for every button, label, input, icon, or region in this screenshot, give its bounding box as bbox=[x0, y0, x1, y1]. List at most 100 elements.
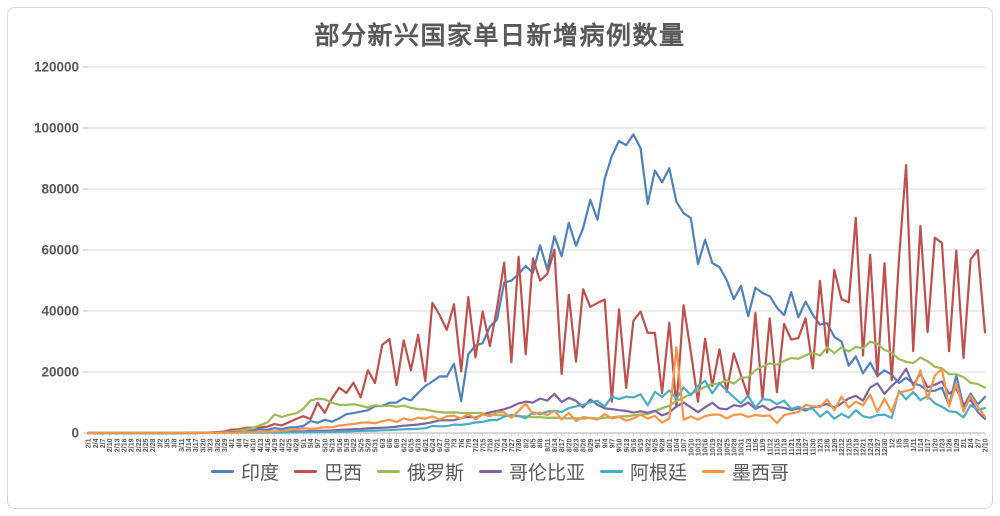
svg-text:12/30: 12/30 bbox=[882, 438, 889, 456]
legend-swatch-mexico bbox=[702, 469, 726, 474]
svg-text:12/9: 12/9 bbox=[832, 438, 839, 452]
svg-text:10/7: 10/7 bbox=[681, 438, 688, 452]
svg-text:9/13: 9/13 bbox=[624, 438, 631, 452]
svg-text:7/18: 7/18 bbox=[487, 438, 494, 452]
svg-text:10/10: 10/10 bbox=[688, 438, 695, 456]
svg-text:5/1: 5/1 bbox=[301, 438, 308, 448]
series-colombia bbox=[86, 367, 987, 435]
svg-text:2/4: 2/4 bbox=[93, 438, 100, 448]
svg-text:40000: 40000 bbox=[41, 304, 79, 319]
svg-text:80000: 80000 bbox=[41, 182, 79, 197]
svg-text:8/2: 8/2 bbox=[523, 438, 530, 448]
svg-text:8/29: 8/29 bbox=[588, 438, 595, 452]
svg-text:1/26: 1/26 bbox=[947, 438, 954, 452]
svg-text:7/24: 7/24 bbox=[502, 438, 509, 452]
svg-text:12/24: 12/24 bbox=[868, 438, 875, 456]
svg-text:8/14: 8/14 bbox=[552, 438, 559, 452]
svg-text:7/15: 7/15 bbox=[480, 438, 487, 452]
legend-label-russia: 俄罗斯 bbox=[406, 462, 464, 484]
svg-text:9/25: 9/25 bbox=[653, 438, 660, 452]
svg-text:5/31: 5/31 bbox=[373, 438, 380, 452]
svg-text:3/23: 3/23 bbox=[208, 438, 215, 452]
svg-text:2/10: 2/10 bbox=[983, 438, 990, 452]
series-mexico bbox=[86, 346, 987, 435]
svg-text:8/26: 8/26 bbox=[581, 438, 588, 452]
legend-swatch-argentina bbox=[600, 469, 624, 474]
legend-label-mexico: 墨西哥 bbox=[732, 462, 790, 484]
legend-label-brazil: 巴西 bbox=[323, 462, 362, 484]
gridlines bbox=[83, 66, 985, 434]
legend-label-colombia: 哥伦比亚 bbox=[509, 462, 586, 484]
svg-text:10/25: 10/25 bbox=[724, 438, 731, 456]
svg-text:5/7: 5/7 bbox=[315, 438, 322, 448]
svg-text:2/28: 2/28 bbox=[150, 438, 157, 452]
svg-text:0: 0 bbox=[71, 426, 79, 441]
svg-text:10/13: 10/13 bbox=[696, 438, 703, 456]
svg-text:5/28: 5/28 bbox=[365, 438, 372, 452]
svg-text:9/1: 9/1 bbox=[595, 438, 602, 448]
svg-text:1/2: 1/2 bbox=[889, 438, 896, 448]
svg-text:1/17: 1/17 bbox=[925, 438, 932, 452]
svg-text:12/3: 12/3 bbox=[818, 438, 825, 452]
svg-text:12/12: 12/12 bbox=[839, 438, 846, 456]
svg-text:6/12: 6/12 bbox=[401, 438, 408, 452]
series-russia bbox=[86, 340, 987, 435]
svg-text:11/6: 11/6 bbox=[753, 438, 760, 451]
x-axis-labels: 2/1 2/4 2/7 2/10 2/13 2/16 2/19 2/22 2/25 2/28 3/2… bbox=[86, 438, 990, 456]
svg-text:9/22: 9/22 bbox=[645, 438, 652, 452]
legend-item-mexico: 墨西哥 bbox=[702, 458, 789, 485]
legend-item-india: 印度 bbox=[210, 458, 279, 485]
svg-text:2/13: 2/13 bbox=[114, 438, 121, 452]
series-brazil bbox=[86, 164, 987, 435]
legend-item-russia: 俄罗斯 bbox=[376, 458, 464, 485]
svg-text:6/9: 6/9 bbox=[394, 438, 401, 448]
svg-text:7/9: 7/9 bbox=[466, 438, 473, 448]
svg-text:12/6: 12/6 bbox=[825, 438, 832, 452]
svg-text:7/27: 7/27 bbox=[509, 438, 516, 452]
svg-text:7/30: 7/30 bbox=[516, 438, 523, 452]
svg-text:2/1: 2/1 bbox=[86, 438, 93, 448]
svg-text:1/23: 1/23 bbox=[940, 438, 947, 452]
svg-text:60000: 60000 bbox=[41, 243, 79, 258]
svg-text:10/16: 10/16 bbox=[703, 438, 710, 456]
svg-text:6/21: 6/21 bbox=[423, 438, 430, 452]
svg-text:3/29: 3/29 bbox=[222, 438, 229, 452]
chart-title: 部分新兴国家单日新增病例数量 bbox=[314, 21, 686, 50]
svg-text:5/4: 5/4 bbox=[308, 438, 315, 448]
svg-text:9/16: 9/16 bbox=[631, 438, 638, 452]
svg-text:11/21: 11/21 bbox=[789, 438, 796, 455]
svg-text:5/25: 5/25 bbox=[358, 438, 365, 452]
svg-text:3/17: 3/17 bbox=[193, 438, 200, 452]
svg-text:11/9: 11/9 bbox=[760, 438, 767, 451]
svg-text:2/7: 2/7 bbox=[100, 438, 107, 448]
svg-text:9/28: 9/28 bbox=[660, 438, 667, 452]
svg-text:5/19: 5/19 bbox=[344, 438, 351, 452]
legend-item-colombia: 哥伦比亚 bbox=[479, 458, 585, 485]
svg-text:120000: 120000 bbox=[34, 60, 79, 75]
svg-text:100000: 100000 bbox=[34, 121, 79, 136]
svg-text:11/30: 11/30 bbox=[810, 438, 817, 455]
svg-text:2/25: 2/25 bbox=[143, 438, 150, 452]
svg-text:1/20: 1/20 bbox=[932, 438, 939, 452]
svg-text:8/8: 8/8 bbox=[538, 438, 545, 448]
svg-text:5/16: 5/16 bbox=[337, 438, 344, 452]
svg-text:6/6: 6/6 bbox=[387, 438, 394, 448]
svg-text:4/1: 4/1 bbox=[229, 438, 236, 448]
y-axis-labels: 0 20000 40000 60000 80000 100000 120000 bbox=[34, 60, 79, 441]
legend-swatch-brazil bbox=[293, 469, 317, 474]
svg-text:4/22: 4/22 bbox=[279, 438, 286, 452]
svg-text:4/13: 4/13 bbox=[258, 438, 265, 452]
svg-text:3/14: 3/14 bbox=[186, 438, 193, 452]
svg-text:10/22: 10/22 bbox=[717, 438, 724, 456]
svg-text:10/1: 10/1 bbox=[667, 438, 674, 452]
svg-text:3/26: 3/26 bbox=[215, 438, 222, 452]
svg-text:1/8: 1/8 bbox=[904, 438, 911, 448]
svg-text:7/6: 7/6 bbox=[459, 438, 466, 448]
svg-text:3/11: 3/11 bbox=[179, 438, 186, 451]
svg-text:1/14: 1/14 bbox=[918, 438, 925, 452]
svg-text:7/12: 7/12 bbox=[473, 438, 480, 452]
svg-text:5/10: 5/10 bbox=[322, 438, 329, 452]
svg-text:9/10: 9/10 bbox=[617, 438, 624, 452]
svg-text:11/15: 11/15 bbox=[774, 438, 781, 455]
svg-text:4/7: 4/7 bbox=[243, 438, 250, 448]
